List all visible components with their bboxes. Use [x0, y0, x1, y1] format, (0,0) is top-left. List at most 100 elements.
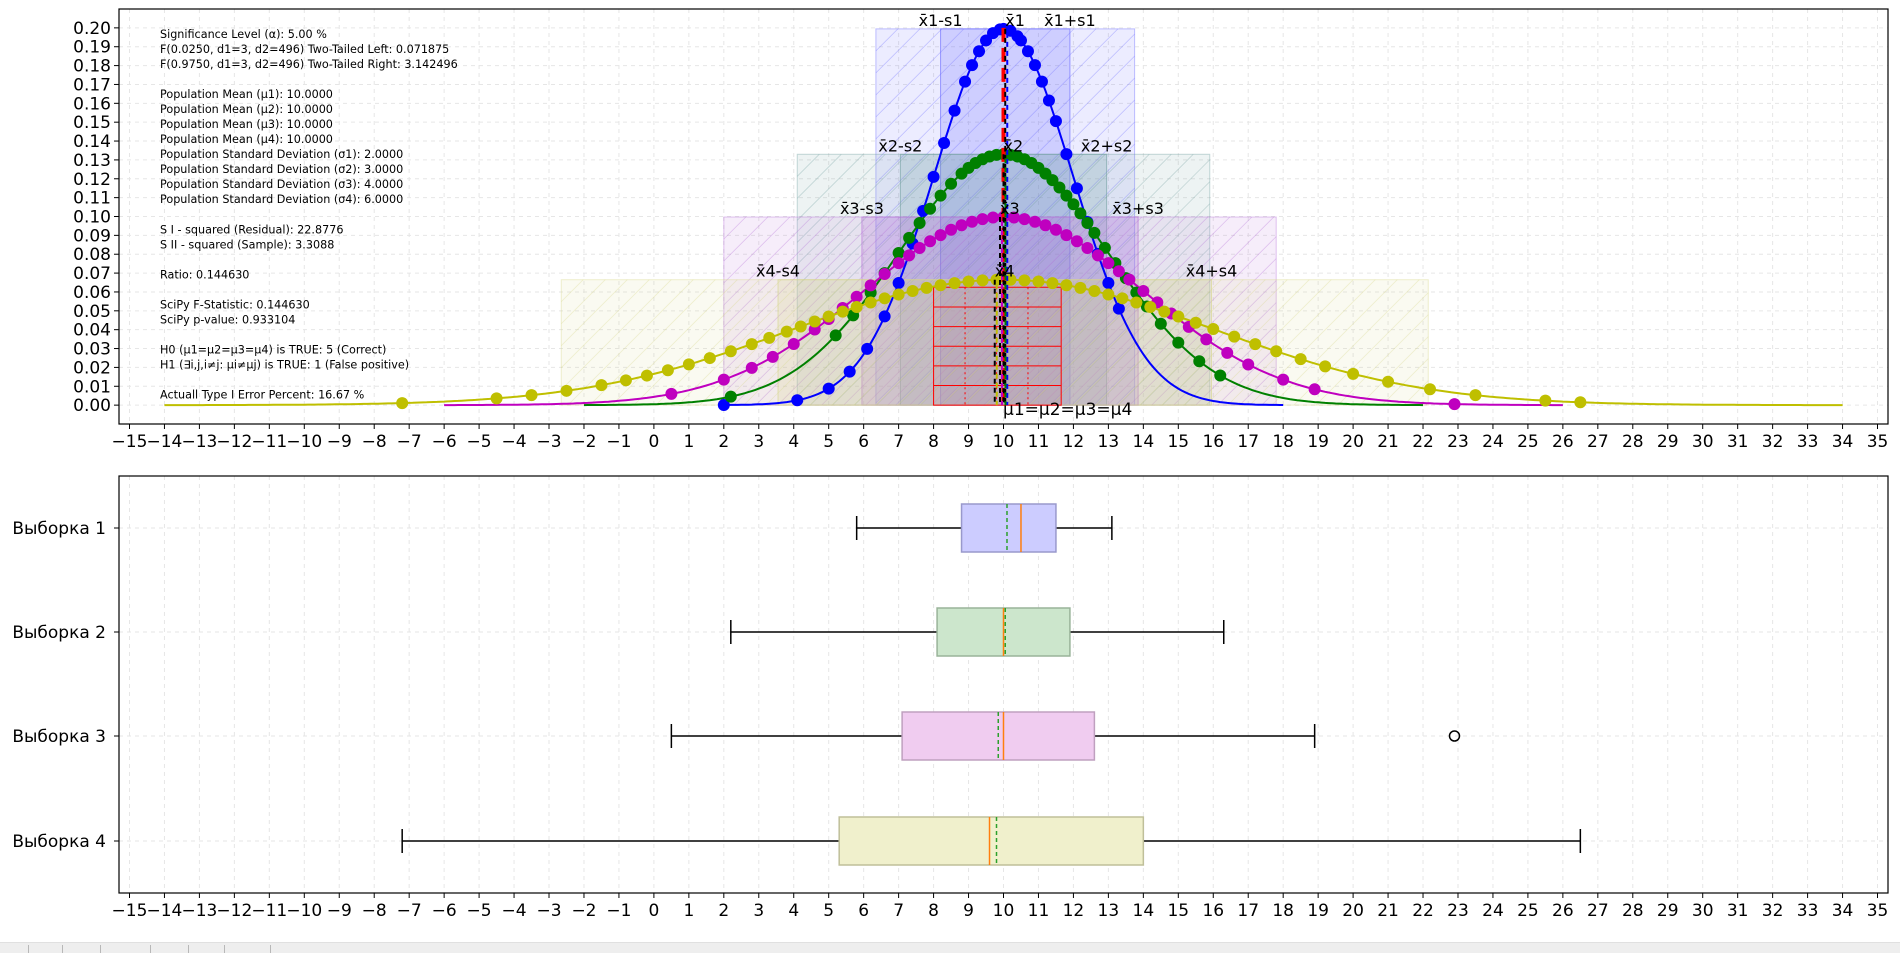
annotation-line: F(0.9750, d1=3, d2=496) Two-Tailed Right…: [160, 58, 458, 71]
y-tick-label: 0.01: [73, 377, 111, 397]
x-tick-label: −13: [181, 901, 217, 921]
status-bar: [0, 942, 1900, 953]
band-hatch: [1195, 324, 1277, 406]
y-tick-label: 0.03: [73, 340, 111, 360]
x-tick-label: 31: [1727, 432, 1749, 452]
box-4: [401, 816, 1582, 866]
sample-point: [745, 361, 758, 374]
x-tick-label: −8: [362, 432, 387, 452]
y-tick-label: 0.14: [73, 132, 111, 152]
band-hatch: [831, 279, 958, 406]
band-hatch: [1093, 363, 1135, 406]
annotation-line: SciPy F-Statistic: 0.144630: [160, 298, 310, 311]
sample-point: [1144, 300, 1157, 313]
band-hatch: [1261, 390, 1277, 406]
sample-point: [948, 104, 961, 117]
sample-point: [822, 382, 835, 395]
band-hatch: [796, 154, 1040, 397]
box-3: [670, 711, 1461, 761]
sample-point: [878, 268, 891, 281]
sample-point: [560, 384, 573, 397]
sample-point: [861, 342, 874, 355]
sample-point: [745, 338, 758, 351]
y-tick-label: 0.18: [73, 57, 111, 77]
band-hatch: [1063, 216, 1253, 406]
sample-point: [1088, 284, 1101, 297]
sample-point: [976, 274, 989, 287]
annotation-line: Ratio: 0.144630: [160, 268, 249, 281]
annotation-line: Population Standard Deviation (σ1): 2.00…: [160, 148, 403, 161]
band-hatch: [875, 28, 965, 118]
annotation-line: Population Mean (μ4): 10.0000: [160, 133, 333, 146]
band-hatch: [875, 28, 1097, 250]
iqr-box: [838, 816, 1145, 866]
band-hatch: [796, 154, 930, 287]
sample-point: [945, 223, 958, 236]
sample-point: [920, 281, 933, 294]
sample-point: [1308, 383, 1321, 396]
band-hatch: [875, 28, 943, 96]
band-label-left: x̄3-s3: [840, 199, 884, 218]
sample-point: [717, 399, 730, 412]
sample-point: [780, 325, 793, 338]
sample-point: [1158, 305, 1171, 318]
band-hatch: [875, 28, 1053, 206]
sample-point: [1200, 333, 1213, 346]
sample-point: [892, 257, 905, 270]
x-tick-label: 3: [753, 901, 764, 921]
distribution-plot: x̄1-s1 x̄1 x̄1+s1 x̄2-s2 x̄2 x̄2+s2 x̄3-s3 x̄3 x…: [73, 8, 1889, 452]
box-label: Выборка 4: [12, 832, 106, 852]
band-hatch: [1071, 341, 1135, 406]
statistics-annotation: Significance Level (α): 5.00 % F(0.0250, …: [160, 28, 458, 401]
annotation-line: Population Standard Deviation (σ3): 4.00…: [160, 178, 403, 191]
band-hatch: [1359, 336, 1429, 406]
band-hatch: [1161, 279, 1288, 406]
band-hatch: [865, 216, 1055, 406]
sample-point: [913, 216, 926, 229]
x-tick-label: 6: [858, 432, 869, 452]
band-label-left: x̄2-s2: [878, 136, 922, 155]
x-tick-label: 17: [1237, 901, 1259, 921]
band-hatch: [875, 28, 921, 74]
band-hatch: [743, 279, 870, 406]
annotation-line: Significance Level (α): 5.00 %: [160, 28, 327, 41]
x-tick-label: 3: [753, 432, 764, 452]
sample-point: [1242, 358, 1255, 371]
x-tick-label: 2: [718, 901, 729, 921]
x-tick-label: 26: [1552, 432, 1574, 452]
sample-point: [1172, 310, 1185, 323]
band-label-right: x̄4+s4: [1186, 262, 1238, 281]
x-tick-label: −11: [251, 901, 287, 921]
band-hatch: [1227, 279, 1354, 406]
sample-point: [1028, 59, 1041, 72]
x-tick-label: 22: [1412, 901, 1434, 921]
band-hatch: [567, 279, 694, 406]
annotation-line: Population Mean (μ3): 10.0000: [160, 118, 333, 131]
band-hatch: [1140, 335, 1211, 406]
annotation-line: SciPy p-value: 0.933104: [160, 313, 295, 326]
sample-point: [396, 397, 409, 410]
x-tick-label: 25: [1517, 432, 1539, 452]
boxes: [401, 503, 1582, 866]
x-tick-label: 12: [1063, 432, 1085, 452]
x-tick-label: 13: [1098, 432, 1120, 452]
x-tick-label: 35: [1867, 901, 1889, 921]
sample-point: [948, 277, 961, 290]
sample-point: [1207, 323, 1220, 336]
sample-point: [794, 320, 807, 333]
box-2: [730, 607, 1225, 657]
sample-point: [843, 365, 856, 378]
sample-point: [490, 392, 503, 405]
band-hatch: [1074, 269, 1211, 406]
sample-point: [1193, 355, 1206, 368]
sample-point: [945, 177, 958, 190]
x-tick-label: 6: [858, 901, 869, 921]
sample-point: [717, 373, 730, 386]
band-hatch: [796, 154, 820, 177]
x-tick-label: 12: [1063, 901, 1085, 921]
sample-point: [1294, 353, 1307, 366]
band-hatch: [1403, 380, 1429, 406]
sample-point: [724, 345, 737, 358]
top-x-axis: −15 −14 −13 −12 −11 −10 −9 −8 −7 −6 −5 −4 −3 −2 −1 0 1 2 3…: [112, 424, 1888, 452]
